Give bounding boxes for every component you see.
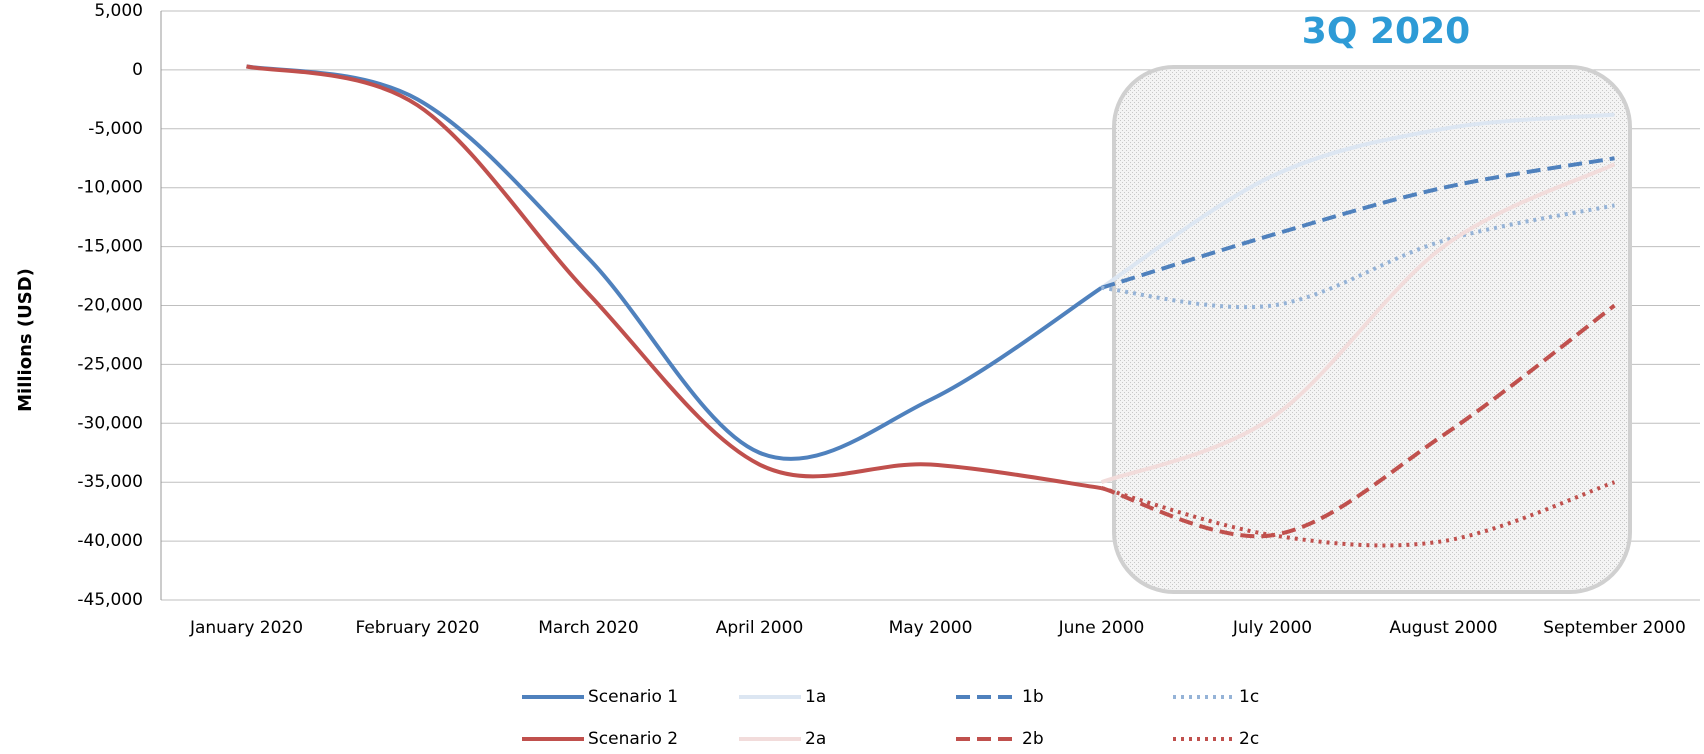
- series-line: [1100, 303, 1616, 539]
- y-tick-label: -35,000: [77, 472, 143, 492]
- y-tick-label: -25,000: [77, 354, 143, 374]
- y-tick-label: 0: [132, 60, 143, 80]
- y-tick-label: 5,000: [94, 1, 143, 21]
- y-tick-label: -5,000: [88, 119, 143, 139]
- legend-label: 2a: [805, 729, 826, 749]
- y-tick-label: -30,000: [77, 413, 143, 433]
- x-tick-label: April 2000: [716, 618, 804, 638]
- y-tick-label: -15,000: [77, 237, 143, 257]
- series-line: [1100, 162, 1616, 485]
- series-line: [246, 64, 1102, 491]
- x-tick-label: May 2000: [889, 618, 973, 638]
- y-tick-label: -10,000: [77, 178, 143, 198]
- x-tick-label: September 2000: [1543, 618, 1686, 638]
- series-line: [1100, 156, 1615, 290]
- y-tick-label: -20,000: [77, 296, 143, 316]
- x-tick-label: February 2020: [356, 618, 480, 638]
- y-tick-label: -45,000: [77, 590, 143, 610]
- legend-label: Scenario 1: [588, 687, 678, 707]
- legend-label: 1c: [1239, 687, 1259, 707]
- legend-label: Scenario 2: [588, 729, 678, 749]
- x-tick-label: March 2020: [538, 618, 639, 638]
- y-tick-label: -40,000: [77, 531, 143, 551]
- y-axis-label: Millions (USD): [15, 268, 36, 412]
- x-tick-label: June 2000: [1058, 618, 1145, 638]
- annotation: 3Q 2020: [1302, 11, 1470, 52]
- legend-label: 1b: [1022, 687, 1044, 707]
- legend-label: 2b: [1022, 729, 1044, 749]
- highlight-box: [1112, 65, 1632, 594]
- legend-label: 1a: [805, 687, 826, 707]
- series-line: [1100, 112, 1615, 290]
- series-line: [246, 64, 1103, 461]
- x-tick-label: July 2000: [1232, 618, 1312, 638]
- legend-label: 2c: [1239, 729, 1259, 749]
- x-tick-label: August 2000: [1389, 618, 1497, 638]
- x-tick-label: January 2020: [189, 618, 303, 638]
- series-line: [1100, 480, 1616, 548]
